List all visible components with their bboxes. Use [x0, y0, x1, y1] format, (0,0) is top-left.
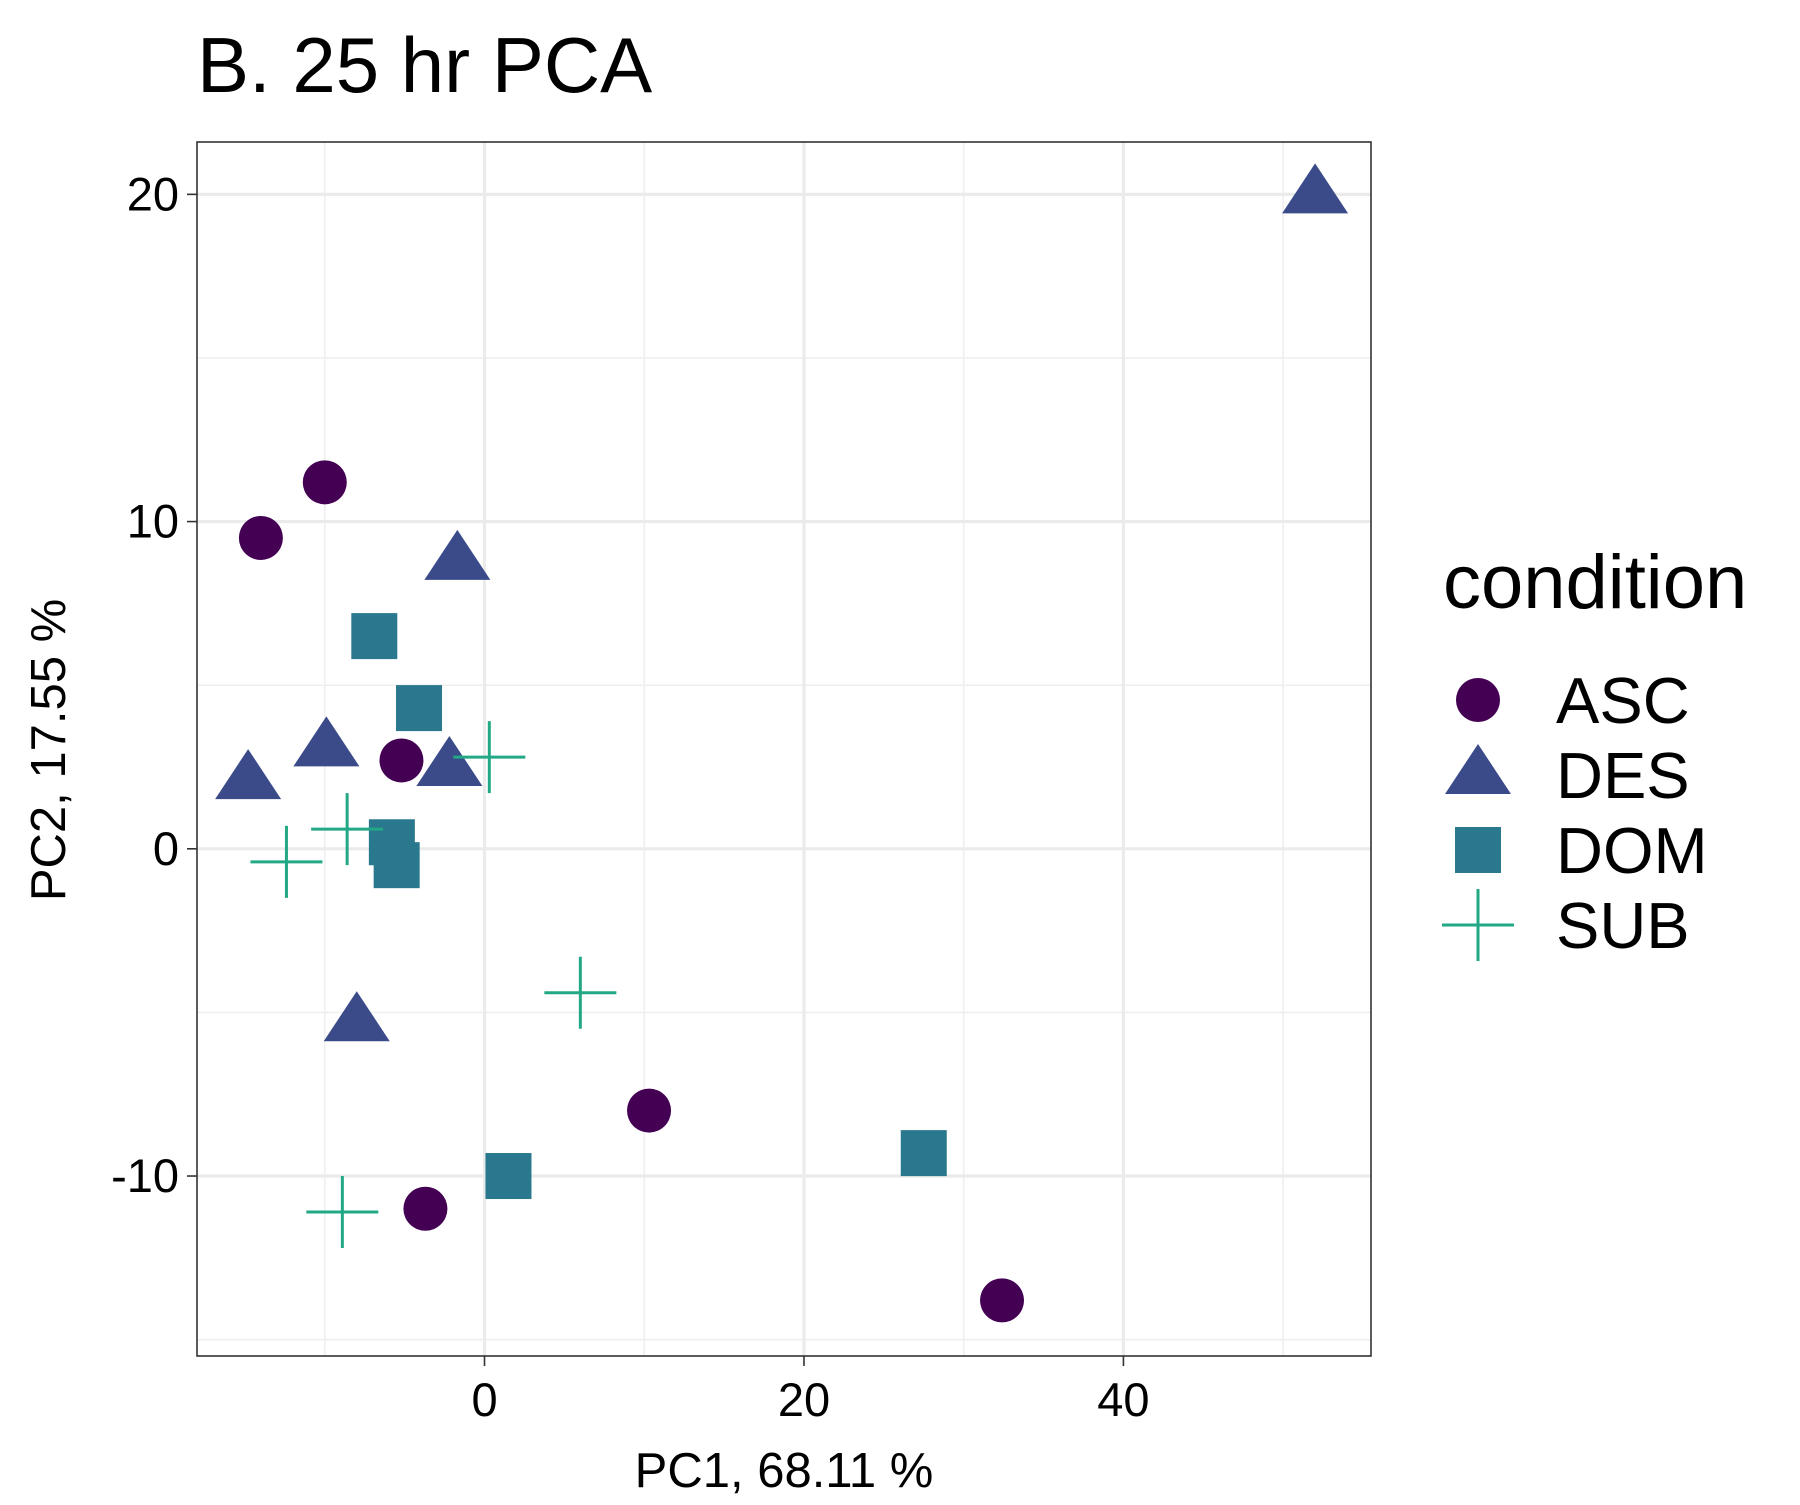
point-sub	[306, 1176, 379, 1249]
point-des	[416, 735, 483, 786]
point-sub	[311, 793, 384, 866]
point-dom	[373, 842, 420, 889]
legend-label-des: DES	[1556, 739, 1690, 812]
axis-ticks: 0 20 40 -10 0 10 20	[111, 167, 1149, 1426]
chart-title: B. 25 hr PCA	[197, 21, 652, 109]
point-des	[293, 716, 360, 767]
point-asc	[238, 515, 283, 560]
legend-title: condition	[1443, 540, 1747, 625]
grid-major	[197, 142, 1371, 1356]
legend-label-dom: DOM	[1556, 814, 1708, 887]
point-asc	[379, 738, 424, 783]
y-tick-label: 20	[127, 167, 179, 220]
y-axis-label: PC2, 17.55 %	[22, 599, 76, 901]
grid-minor	[197, 142, 1371, 1356]
y-tick-label: 10	[127, 495, 179, 548]
point-asc	[302, 460, 347, 505]
x-tick-label: 0	[471, 1373, 497, 1426]
legend-key-asc	[1456, 678, 1500, 722]
point-des	[323, 991, 390, 1042]
legend-label-asc: ASC	[1556, 664, 1690, 737]
legend-key-des	[1445, 744, 1511, 794]
point-dom	[396, 685, 443, 732]
point-dom	[351, 613, 398, 660]
points-layer	[215, 163, 1349, 1323]
point-asc	[403, 1186, 448, 1231]
point-sub	[250, 825, 323, 898]
y-tick-label: -10	[111, 1149, 179, 1202]
legend-key-dom	[1455, 827, 1501, 873]
panel-border	[196, 141, 1372, 1357]
point-sub	[544, 956, 617, 1029]
x-tick-label: 40	[1097, 1373, 1149, 1426]
point-sub	[453, 721, 526, 794]
x-axis-label: PC1, 68.11 %	[635, 1444, 934, 1498]
point-des	[424, 529, 491, 580]
y-tick-label: 0	[153, 822, 179, 875]
legend-label-sub: SUB	[1556, 889, 1690, 962]
point-asc	[980, 1278, 1025, 1323]
point-des	[1282, 163, 1349, 214]
point-dom	[900, 1130, 947, 1177]
point-dom	[485, 1153, 532, 1200]
legend-key-sub	[1442, 889, 1514, 961]
point-des	[215, 749, 282, 800]
x-tick-label: 20	[778, 1373, 830, 1426]
point-asc	[627, 1088, 672, 1133]
